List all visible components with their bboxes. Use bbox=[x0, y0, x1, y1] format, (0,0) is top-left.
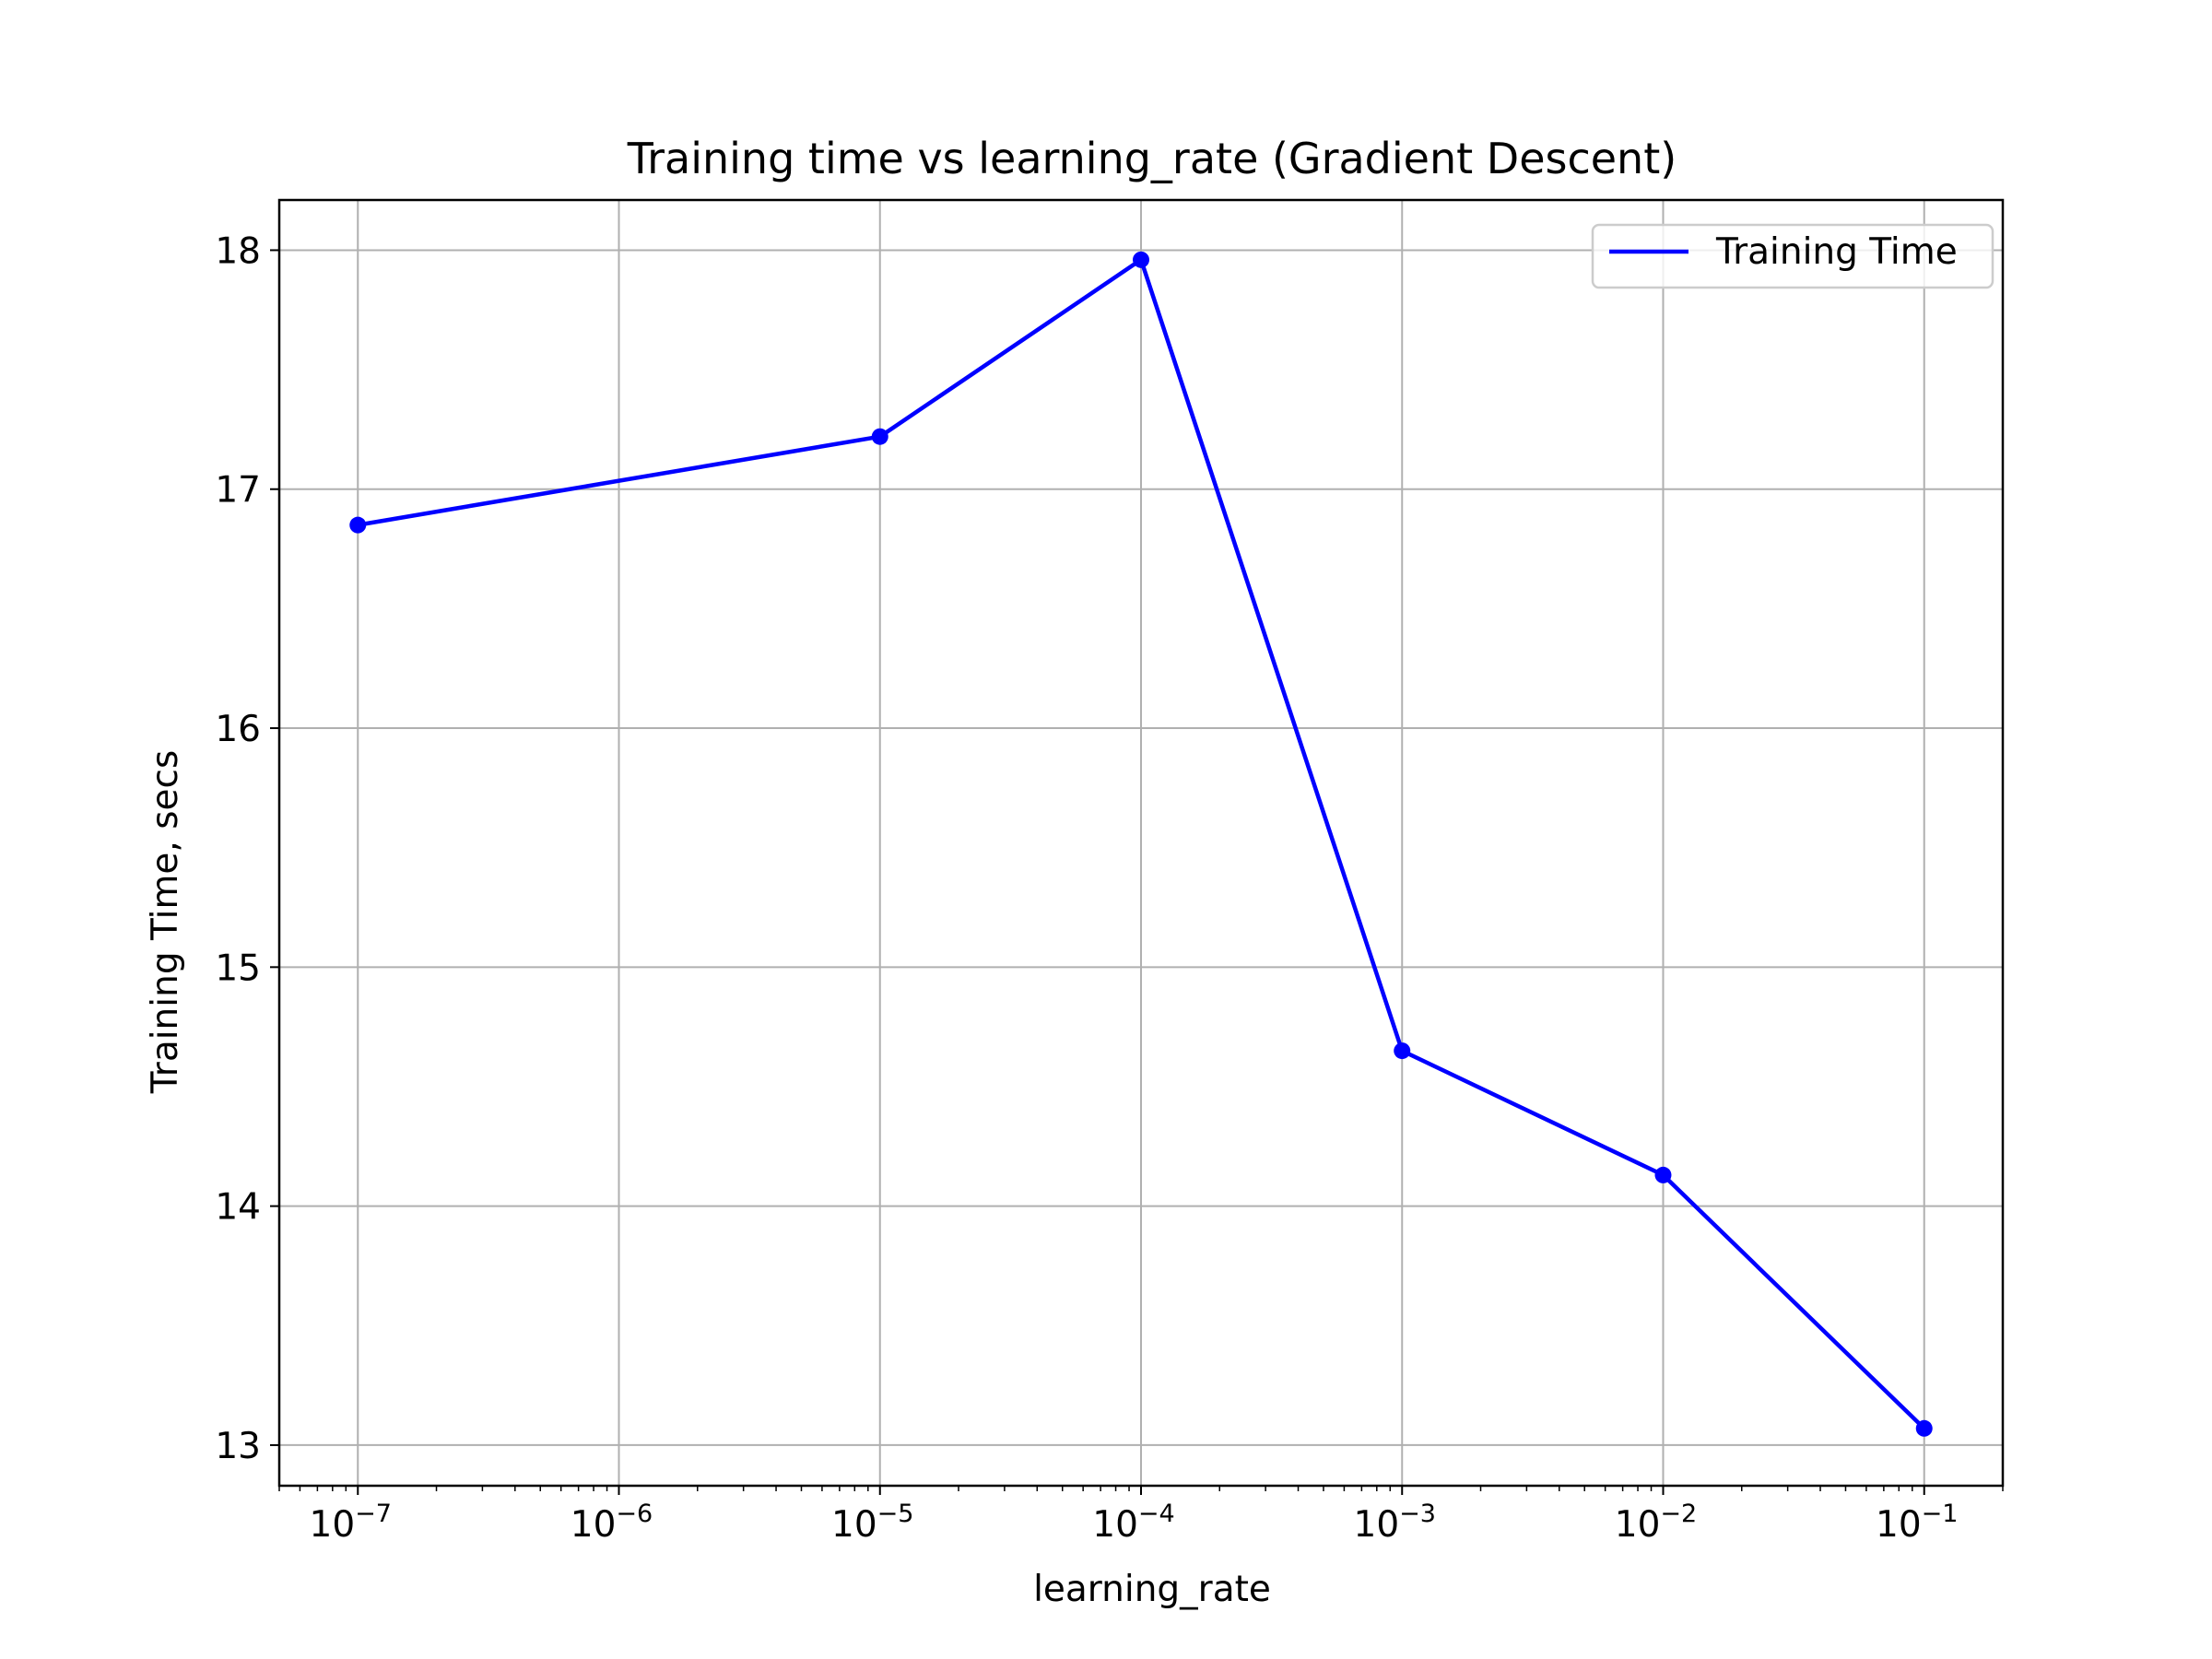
x-tick-base: 10 bbox=[1092, 1504, 1138, 1546]
x-tick-exponent: −6 bbox=[616, 1500, 653, 1528]
x-tick-label: 10−1 bbox=[1876, 1500, 1958, 1546]
x-tick-base: 10 bbox=[1876, 1504, 1922, 1546]
grid bbox=[279, 200, 2003, 1486]
data-point bbox=[1133, 251, 1149, 268]
series-layer bbox=[349, 251, 1933, 1437]
x-tick-exponent: −3 bbox=[1399, 1500, 1436, 1528]
x-tick-exponent: −1 bbox=[1922, 1500, 1959, 1528]
y-tick-label: 13 bbox=[215, 1426, 261, 1467]
x-tick-base: 10 bbox=[571, 1504, 617, 1546]
series-line bbox=[357, 257, 1926, 1430]
data-point bbox=[871, 428, 888, 445]
data-point bbox=[1394, 1042, 1411, 1060]
x-tick-base: 10 bbox=[1354, 1504, 1400, 1546]
x-tick-label: 10−6 bbox=[571, 1500, 653, 1546]
y-tick-label: 14 bbox=[215, 1187, 261, 1229]
y-tick-label: 15 bbox=[215, 947, 261, 989]
x-tick-exponent: −4 bbox=[1138, 1500, 1175, 1528]
x-tick-exponent: −2 bbox=[1660, 1500, 1697, 1528]
x-tick-exponent: −7 bbox=[355, 1500, 392, 1528]
y-tick-label: 18 bbox=[215, 230, 261, 272]
x-tick-label: 10−2 bbox=[1615, 1500, 1697, 1546]
x-axis-label: learning_rate bbox=[1033, 1569, 1271, 1610]
x-tick-base: 10 bbox=[1615, 1504, 1661, 1546]
legend: Training Time bbox=[1591, 223, 1994, 289]
x-tick-label: 10−5 bbox=[831, 1500, 913, 1546]
x-tick-label: 10−7 bbox=[310, 1500, 392, 1546]
x-tick-base: 10 bbox=[310, 1504, 356, 1546]
data-point bbox=[1915, 1419, 1933, 1437]
legend-box bbox=[1591, 223, 1994, 289]
x-tick-label: 10−4 bbox=[1092, 1500, 1174, 1546]
y-tick-label: 17 bbox=[215, 470, 261, 512]
y-axis-label: Training Time, secs bbox=[145, 750, 186, 1095]
x-tick-label: 10−3 bbox=[1354, 1500, 1436, 1546]
data-point bbox=[1654, 1166, 1672, 1183]
chart-title: Training time vs learning_rate (Gradient… bbox=[627, 134, 1677, 183]
x-tick-base: 10 bbox=[831, 1504, 877, 1546]
data-point bbox=[349, 516, 367, 534]
y-tick-label: 16 bbox=[215, 709, 261, 750]
legend-label: Training Time bbox=[1715, 231, 1958, 273]
x-tick-exponent: −5 bbox=[877, 1500, 914, 1528]
